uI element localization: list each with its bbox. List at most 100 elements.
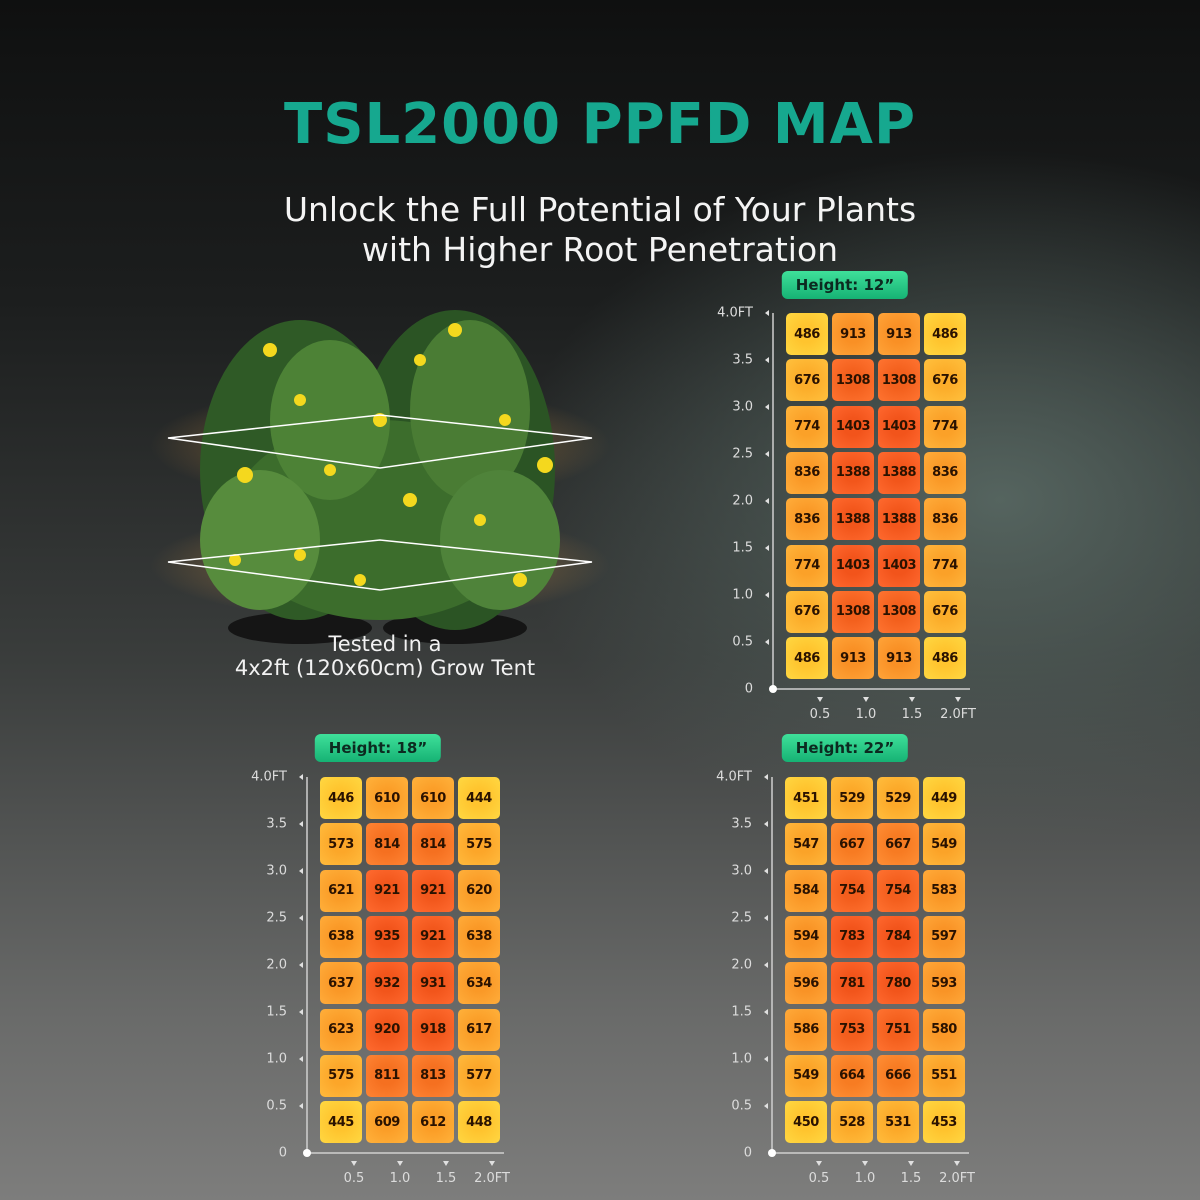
ppfd-cell: 531 [877, 1101, 919, 1144]
ppfd-cell: 676 [786, 359, 828, 402]
ppfd-cell: 751 [877, 1008, 919, 1051]
x-tick-marker [863, 697, 869, 702]
ppfd-cell: 918 [412, 1008, 454, 1051]
x-axis-label: 1.0 [854, 1171, 876, 1186]
y-axis-label: 0 [278, 1145, 287, 1161]
ppfd-cell: 932 [366, 962, 408, 1005]
ppfd-cell: 754 [831, 869, 873, 912]
y-tick-marker [765, 451, 769, 457]
y-axis-label: 2.0 [732, 493, 753, 509]
y-axis-label: 4.0FT [717, 305, 753, 321]
ppfd-cell: 814 [412, 823, 454, 866]
ppfd-cell: 638 [320, 915, 362, 958]
ppfd-cell: 528 [831, 1101, 873, 1144]
x-tick-marker [954, 1161, 960, 1166]
ppfd-cell: 610 [412, 777, 454, 819]
ppfd-cell: 593 [923, 962, 965, 1005]
y-tick-marker [764, 1009, 768, 1015]
x-axis-label: 2.0FT [940, 707, 976, 722]
ppfd-cell: 1308 [878, 359, 920, 402]
ppfd-cell: 617 [458, 1008, 500, 1051]
ppfd-cell: 676 [924, 359, 966, 402]
ppfd-cell: 486 [924, 313, 966, 355]
y-axis-label: 2.5 [732, 446, 753, 462]
height-label: Height: 12” [781, 271, 909, 299]
ppfd-cell: 667 [877, 823, 919, 866]
x-axis-label: 1.5 [435, 1171, 457, 1186]
y-tick-marker [765, 310, 769, 316]
subtitle-line: with Higher Root Penetration [361, 230, 839, 269]
ppfd-cell: 774 [924, 544, 966, 587]
y-tick-marker [765, 592, 769, 598]
ppfd-cell: 444 [458, 777, 500, 819]
y-tick-marker [765, 498, 769, 504]
caption-line: Tested in a [328, 632, 442, 656]
ppfd-cell: 596 [785, 962, 827, 1005]
ppfd-cell: 610 [366, 777, 408, 819]
x-tick-marker [908, 1161, 914, 1166]
ppfd-cell: 836 [924, 451, 966, 494]
x-axis-label: 1.0 [389, 1171, 411, 1186]
ppfd-cell: 450 [785, 1101, 827, 1144]
x-tick-marker [397, 1161, 403, 1166]
caption-line: 4x2ft (120x60cm) Grow Tent [234, 656, 536, 680]
ppfd-cell: 449 [923, 777, 965, 819]
ppfd-cell: 781 [831, 962, 873, 1005]
ppfd-cell: 784 [877, 915, 919, 958]
ppfd-cell: 921 [366, 869, 408, 912]
ppfd-cell: 620 [458, 869, 500, 912]
ppfd-cell: 549 [785, 1054, 827, 1097]
y-axis-label: 4.0FT [716, 769, 752, 785]
y-axis-label: 0 [743, 1145, 752, 1161]
ppfd-cell: 549 [923, 823, 965, 866]
x-tick-marker [351, 1161, 357, 1166]
ppfd-cell: 621 [320, 869, 362, 912]
ppfd-cell: 780 [877, 962, 919, 1005]
y-tick-marker [299, 868, 303, 874]
y-axis-label: 0.5 [731, 1098, 752, 1114]
y-axis-label: 1.5 [732, 540, 753, 556]
y-tick-marker [299, 1103, 303, 1109]
y-axis-label: 0.5 [266, 1098, 287, 1114]
ppfd-cell: 638 [458, 915, 500, 958]
height-label: Height: 18” [314, 734, 442, 762]
ppfd-cell: 920 [366, 1008, 408, 1051]
y-axis-label: 2.5 [731, 910, 752, 926]
x-axis-label: 1.5 [901, 707, 923, 722]
ppfd-cell: 448 [458, 1101, 500, 1144]
ppfd-cell: 547 [785, 823, 827, 866]
origin-dot [769, 685, 777, 693]
ppfd-cell: 609 [366, 1101, 408, 1144]
subtitle-line: Unlock the Full Potential of Your Plants [283, 190, 917, 229]
ppfd-cell: 913 [878, 313, 920, 355]
ppfd-cell: 446 [320, 777, 362, 819]
origin-dot [768, 1149, 776, 1157]
ppfd-cell: 551 [923, 1054, 965, 1097]
y-tick-marker [299, 821, 303, 827]
y-tick-marker [765, 357, 769, 363]
ppfd-cell: 667 [831, 823, 873, 866]
y-tick-marker [764, 1056, 768, 1062]
ppfd-cell: 836 [786, 498, 828, 541]
y-axis-label: 1.5 [731, 1004, 752, 1020]
ppfd-cell: 1403 [832, 544, 874, 587]
ppfd-cell: 1388 [832, 451, 874, 494]
y-tick-marker [299, 774, 303, 780]
ppfd-cell: 529 [831, 777, 873, 819]
ppfd-cell: 623 [320, 1008, 362, 1051]
x-tick-marker [816, 1161, 822, 1166]
y-axis-label: 3.0 [731, 863, 752, 879]
ppfd-cell: 1388 [878, 451, 920, 494]
x-axis-label: 0.5 [809, 707, 831, 722]
y-axis-label: 0 [744, 681, 753, 697]
y-axis-label: 0.5 [732, 634, 753, 650]
y-tick-marker [765, 404, 769, 410]
ppfd-cell: 1403 [878, 544, 920, 587]
ppfd-cell: 913 [832, 313, 874, 355]
ppfd-cell: 573 [320, 823, 362, 866]
ppfd-cell: 774 [786, 544, 828, 587]
ppfd-cell: 814 [366, 823, 408, 866]
ppfd-cell: 584 [785, 869, 827, 912]
y-tick-marker [764, 868, 768, 874]
ppfd-cell: 676 [786, 590, 828, 633]
